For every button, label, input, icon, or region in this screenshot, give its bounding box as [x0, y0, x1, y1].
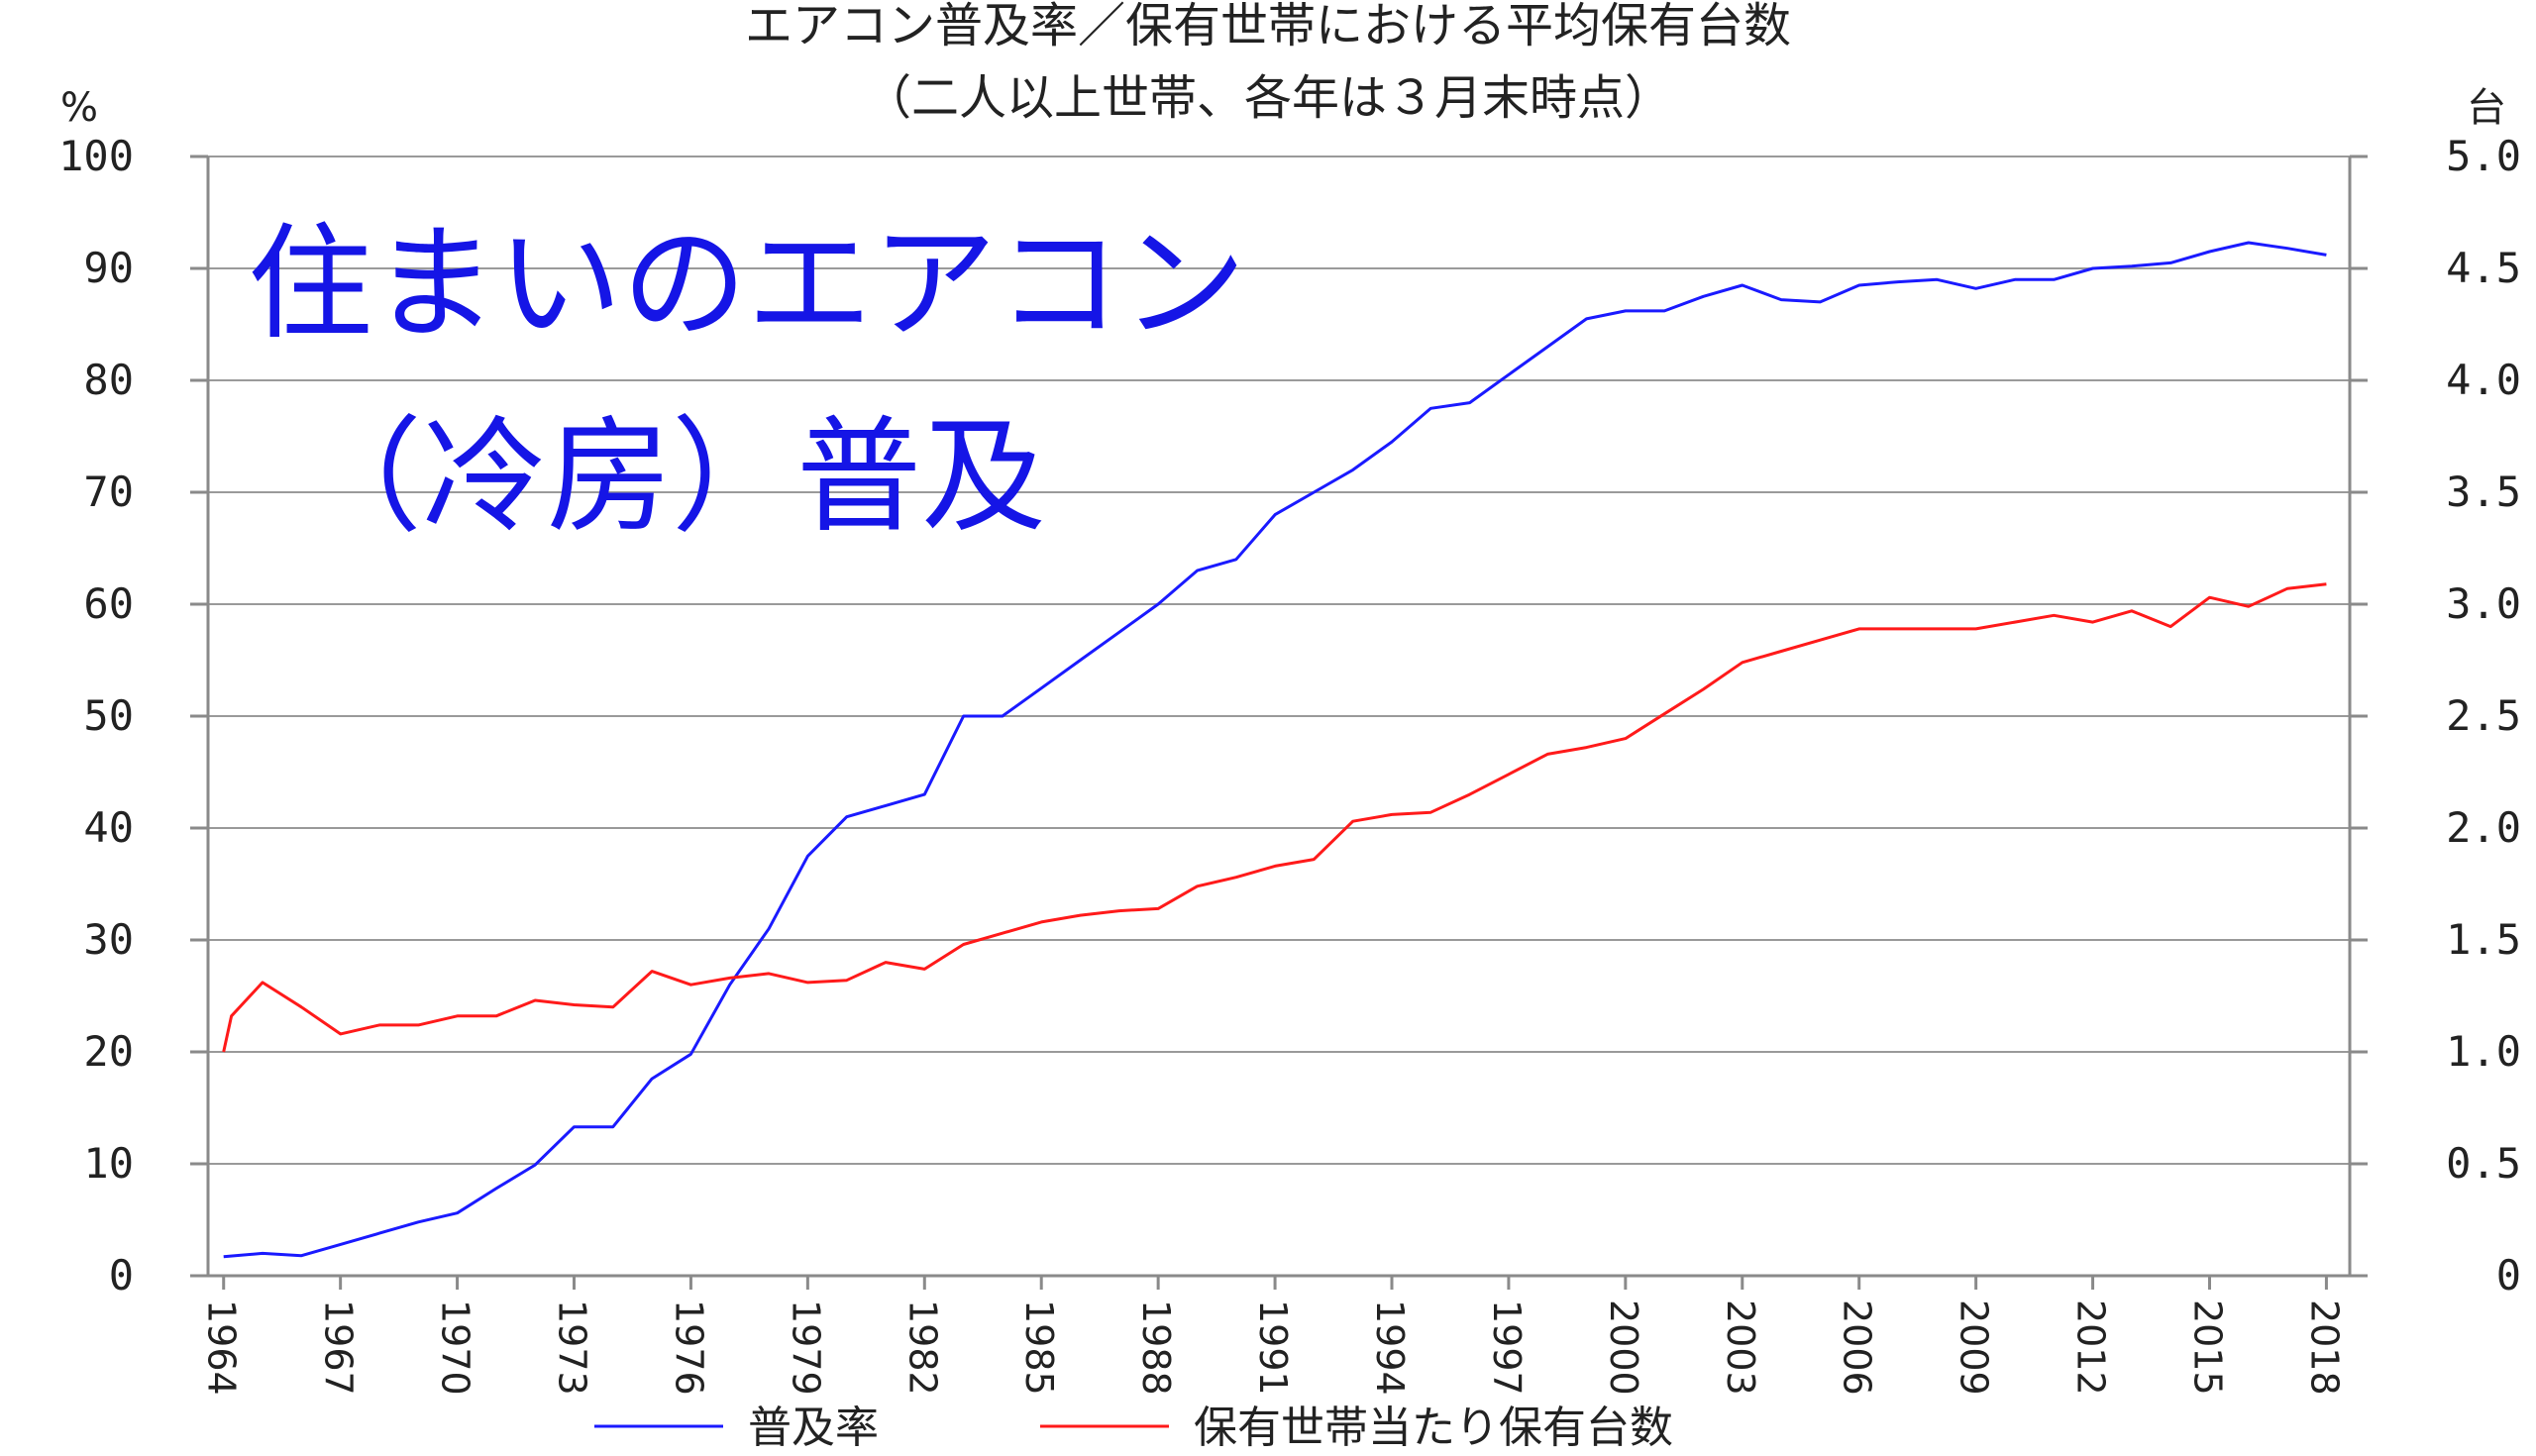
series-line-penetration-rate: [223, 241, 2327, 1259]
x-tick-label-1994: 1994: [1368, 1300, 1412, 1396]
left-tick-label-90: 90: [83, 244, 134, 292]
right-tick-label-0: 0: [2496, 1251, 2521, 1300]
right-tick-label-1.0: 1.0: [2446, 1027, 2521, 1076]
x-tick-label-2015: 2015: [2185, 1300, 2229, 1396]
right-tick-label-1.5: 1.5: [2446, 915, 2521, 964]
right-tick-label-4.0: 4.0: [2446, 356, 2521, 404]
overlay-headline-line-2: （冷房）普及: [297, 404, 1046, 550]
x-tick-label-2003: 2003: [1719, 1300, 1762, 1396]
x-tick-label-1988: 1988: [1134, 1300, 1178, 1396]
x-tick-label-1967: 1967: [317, 1300, 361, 1396]
left-axis-unit: %: [60, 85, 98, 131]
x-tick-label-2006: 2006: [1836, 1300, 1879, 1396]
right-y-axis-ticks: 0 0.5 1.0 1.5 2.0 2.5 3.0 3.5 4.0 4.5 5.0: [2350, 132, 2521, 1300]
series-lines: [222, 241, 2327, 1259]
right-tick-label-2.0: 2.0: [2446, 803, 2521, 852]
right-axis-unit: 台: [2467, 85, 2506, 131]
right-tick-label-4.5: 4.5: [2446, 244, 2521, 292]
x-tick-label-1985: 1985: [1017, 1300, 1061, 1396]
right-tick-label-5.0: 5.0: [2446, 132, 2521, 180]
legend-label-保有台数: 保有世帯当たり保有台数: [1194, 1403, 1673, 1453]
grid-lines: [208, 156, 2350, 1165]
left-tick-label-0: 0: [109, 1251, 134, 1300]
x-tick-label-1973: 1973: [551, 1300, 594, 1396]
x-tick-label-1979: 1979: [784, 1300, 827, 1396]
x-tick-label-2012: 2012: [2069, 1300, 2113, 1396]
legend-label-普及率: 普及率: [748, 1403, 879, 1453]
left-y-axis-ticks: 0 10 20 30 40 50 60 70 80 90 100: [58, 132, 208, 1300]
overlay-headline-line-1: 住まいのエアコン: [248, 211, 1246, 357]
right-tick-label-0.5: 0.5: [2446, 1139, 2521, 1188]
chart-subtitle: （二人以上世帯、各年は３月末時点）: [864, 70, 1672, 126]
left-tick-label-10: 10: [83, 1139, 134, 1188]
x-tick-label-2000: 2000: [1602, 1300, 1645, 1396]
left-tick-label-50: 50: [83, 691, 134, 740]
right-tick-label-3.0: 3.0: [2446, 579, 2521, 628]
x-tick-label-1982: 1982: [900, 1300, 944, 1396]
left-tick-label-30: 30: [83, 915, 134, 964]
left-tick-label-60: 60: [83, 579, 134, 628]
x-tick-label-1976: 1976: [667, 1300, 710, 1396]
series-line-units-per-household: [222, 582, 2327, 1053]
x-tick-label-2009: 2009: [1953, 1300, 1996, 1396]
x-tick-label-2018: 2018: [2302, 1300, 2346, 1396]
x-tick-label-1997: 1997: [1485, 1300, 1529, 1396]
chart-title: エアコン普及率／保有世帯における平均保有台数: [745, 0, 1791, 53]
x-axis-ticks: 1964 1967 1970 1973 1976 1979 1982 1985 1988 1991…: [200, 1276, 2346, 1396]
right-tick-label-2.5: 2.5: [2446, 691, 2521, 740]
x-tick-label-1991: 1991: [1251, 1300, 1295, 1396]
left-tick-label-80: 80: [83, 356, 134, 404]
x-tick-label-1964: 1964: [200, 1300, 244, 1396]
x-tick-label-1970: 1970: [434, 1300, 477, 1396]
left-tick-label-70: 70: [83, 468, 134, 516]
legend: 普及率 保有世帯当たり保有台数: [594, 1403, 1673, 1453]
left-tick-label-40: 40: [83, 803, 134, 852]
left-tick-label-100: 100: [58, 132, 134, 180]
left-tick-label-20: 20: [83, 1027, 134, 1076]
right-tick-label-3.5: 3.5: [2446, 468, 2521, 516]
